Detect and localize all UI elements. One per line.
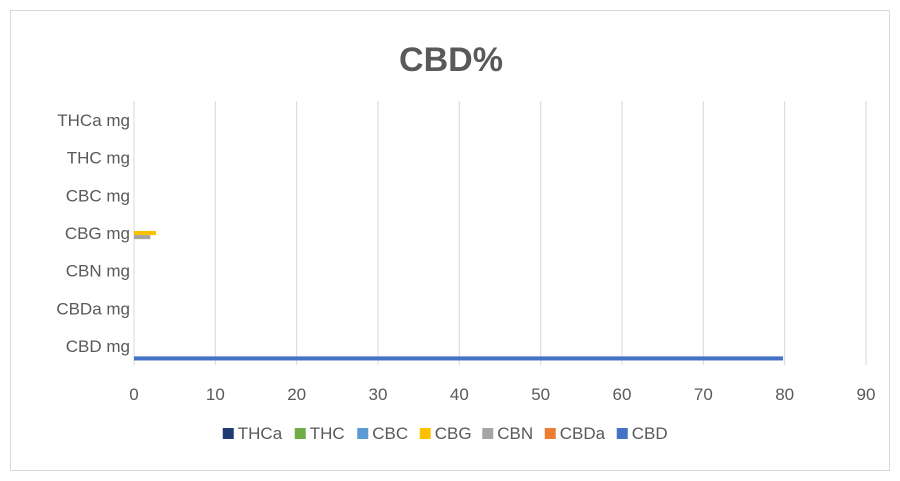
bar-CBD-CBD-mg — [134, 356, 784, 361]
gridlines — [133, 101, 867, 365]
category-label: CBDa mg — [56, 299, 130, 318]
bars — [134, 230, 784, 361]
x-tick-labels: 0 10 20 30 40 50 60 70 80 90 — [129, 385, 875, 404]
legend-label-THC: THC — [310, 424, 345, 443]
x-tick-label: 40 — [450, 385, 469, 404]
x-tick-label: 50 — [531, 385, 550, 404]
category-label: CBN mg — [66, 262, 130, 281]
legend-label-CBG: CBG — [435, 424, 472, 443]
x-tick-label: 10 — [206, 385, 225, 404]
legend-label-CBD: CBD — [632, 424, 668, 443]
x-tick-label: 60 — [613, 385, 632, 404]
bar-CBG-CBG-mg — [134, 230, 156, 236]
x-tick-label: 90 — [857, 385, 876, 404]
x-tick-label: 80 — [775, 385, 794, 404]
bar-CBN-CBG-mg — [134, 235, 151, 240]
x-tick-label: 70 — [694, 385, 713, 404]
category-labels: CBD mg CBDa mg CBN mg CBG mg CBC mg THC mg THC… — [56, 111, 130, 356]
x-tick-label: 20 — [287, 385, 306, 404]
legend-label-CBN: CBN — [497, 424, 533, 443]
legend-label-CBDa: CBDa — [560, 424, 606, 443]
legend-swatch-THCa — [222, 428, 234, 439]
chart-svg: CBD% CBD mg CBDa mg CBN mg CBG mg CBC mg THC … — [56, 41, 875, 443]
chart-frame: CBD% CBD mg CBDa mg CBN mg CBG mg CBC mg THC … — [10, 10, 890, 471]
category-label: CBG mg — [65, 224, 130, 243]
category-label: THC mg — [67, 149, 130, 168]
legend-swatch-CBC — [357, 428, 369, 439]
legend-label-CBC: CBC — [372, 424, 408, 443]
legend-label-THCa: THCa — [238, 424, 283, 443]
x-tick-label: 0 — [129, 385, 138, 404]
chart-title: CBD% — [399, 41, 503, 79]
legend-swatch-CBN — [482, 428, 494, 439]
legend-swatch-CBG — [419, 428, 431, 439]
legend: THCa THC CBC CBG CBN CBDa CBD — [222, 424, 668, 443]
category-label: THCa mg — [57, 111, 130, 130]
legend-swatch-CBDa — [544, 428, 556, 439]
legend-swatch-THC — [294, 428, 306, 439]
category-label: CBD mg — [66, 337, 130, 356]
category-label: CBC mg — [66, 186, 130, 205]
legend-swatch-CBD — [616, 428, 628, 439]
x-tick-label: 30 — [369, 385, 388, 404]
